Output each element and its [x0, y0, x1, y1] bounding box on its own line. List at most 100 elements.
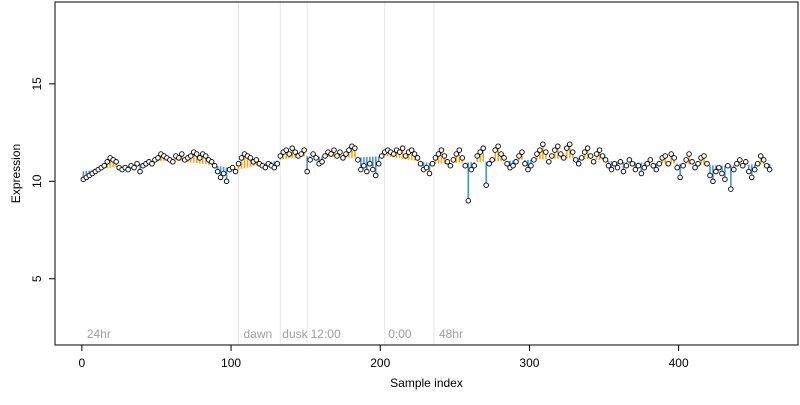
data-point-51 — [232, 168, 239, 175]
data-point-45 — [214, 168, 221, 175]
data-point-138 — [492, 147, 498, 153]
data-point-125 — [453, 151, 460, 157]
data-point-100 — [378, 153, 385, 159]
data-point-89 — [346, 147, 352, 153]
data-point-77 — [310, 151, 316, 157]
data-point-155 — [543, 149, 549, 155]
data-point-80 — [319, 159, 325, 165]
data-point-86 — [337, 149, 343, 155]
data-point-170 — [587, 153, 594, 159]
data-point-157 — [549, 153, 555, 159]
data-point-93 — [358, 166, 364, 173]
data-point-216 — [725, 162, 731, 169]
data-point-96 — [367, 161, 373, 167]
data-point-110 — [408, 147, 415, 153]
data-point-87 — [340, 155, 346, 161]
data-point-64 — [271, 164, 278, 171]
data-point-220 — [737, 157, 743, 163]
data-point-84 — [331, 147, 337, 153]
data-point-205 — [692, 164, 698, 171]
data-point-197 — [668, 151, 674, 157]
data-point-162 — [563, 145, 570, 151]
data-point-180 — [617, 159, 624, 165]
data-point-44 — [211, 162, 218, 169]
data-point-200 — [677, 174, 683, 181]
data-point-127 — [459, 155, 466, 161]
data-point-189 — [644, 161, 651, 167]
data-point-112 — [414, 155, 421, 161]
x-tick-label-0: 0 — [79, 356, 86, 370]
data-point-226 — [754, 161, 761, 167]
data-point-130 — [468, 166, 475, 173]
data-point-223 — [746, 168, 752, 175]
data-point-208 — [701, 153, 707, 159]
data-point-33 — [179, 151, 185, 157]
data-point-115 — [423, 164, 430, 171]
annotation-1: dawn — [243, 327, 272, 341]
data-point-166 — [575, 161, 582, 167]
data-point-227 — [757, 153, 764, 159]
data-point-168 — [581, 149, 588, 155]
data-point-85 — [334, 153, 340, 159]
data-point-25 — [155, 155, 161, 161]
data-point-107 — [399, 145, 406, 151]
data-point-148 — [522, 161, 528, 167]
data-point-224 — [748, 174, 755, 181]
data-point-152 — [534, 151, 540, 157]
data-point-211 — [710, 178, 716, 185]
data-point-172 — [593, 151, 600, 157]
data-point-15 — [125, 166, 131, 173]
data-point-169 — [584, 145, 591, 151]
y-tick-label-2: 15 — [30, 77, 44, 91]
data-point-118 — [432, 155, 439, 161]
data-point-65 — [274, 161, 281, 167]
data-point-228 — [760, 157, 767, 163]
data-point-38 — [193, 151, 200, 157]
data-point-164 — [569, 149, 576, 155]
data-point-193 — [656, 161, 662, 167]
data-point-134 — [480, 145, 486, 151]
data-point-99 — [376, 161, 382, 167]
data-point-217 — [728, 186, 734, 192]
data-point-139 — [495, 143, 501, 149]
data-point-19 — [137, 168, 143, 175]
data-point-126 — [456, 147, 463, 153]
vline-layer — [238, 2, 435, 345]
data-point-91 — [352, 145, 358, 151]
data-point-179 — [614, 164, 621, 171]
data-point-48 — [223, 178, 230, 185]
y-tick-label-1: 10 — [30, 174, 44, 188]
data-point-202 — [683, 157, 689, 163]
data-point-187 — [638, 170, 645, 177]
data-point-145 — [513, 159, 519, 165]
annotation-3: 12:00 — [311, 327, 341, 341]
data-point-8 — [104, 159, 110, 165]
data-point-140 — [498, 151, 504, 157]
annotations-layer: 24hr dawn dusk 12:00 0:00 48hr — [87, 327, 463, 341]
annotation-0: 24hr — [87, 327, 111, 341]
data-point-11 — [113, 159, 119, 165]
data-point-215 — [722, 176, 728, 183]
data-point-30 — [170, 159, 176, 165]
data-point-124 — [450, 157, 457, 163]
data-point-209 — [704, 161, 710, 167]
data-point-116 — [426, 170, 433, 177]
data-point-163 — [566, 141, 573, 148]
data-point-173 — [596, 147, 603, 153]
data-point-188 — [641, 164, 648, 171]
data-point-158 — [552, 147, 558, 153]
data-point-167 — [578, 155, 585, 161]
data-point-151 — [531, 157, 537, 163]
data-point-230 — [766, 166, 773, 173]
data-point-117 — [429, 161, 436, 167]
data-point-92 — [355, 157, 361, 163]
data-point-88 — [343, 151, 349, 157]
data-point-214 — [719, 170, 725, 177]
data-point-58 — [253, 157, 260, 163]
data-point-153 — [537, 147, 543, 153]
data-point-191 — [650, 162, 657, 169]
data-point-66 — [277, 153, 284, 159]
data-point-71 — [292, 149, 298, 155]
